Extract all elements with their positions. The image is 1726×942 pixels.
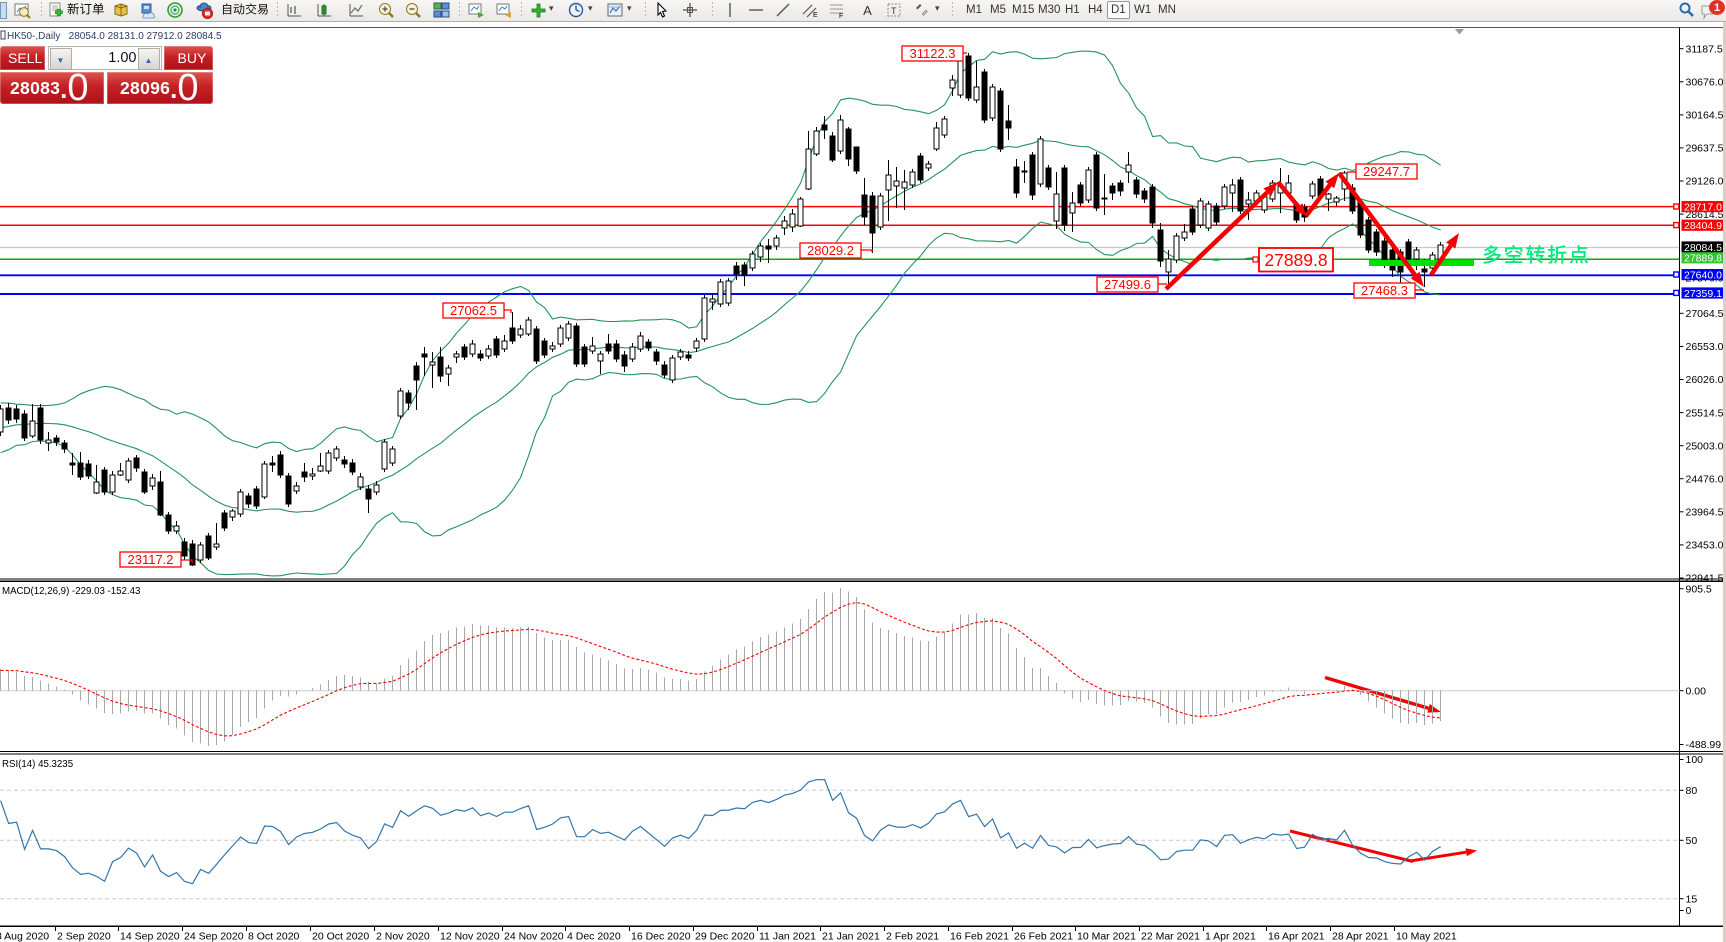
svg-text:28 Apr 2021: 28 Apr 2021 bbox=[1332, 931, 1389, 942]
svg-text:23453.0: 23453.0 bbox=[1686, 540, 1724, 552]
svg-text:E: E bbox=[813, 12, 818, 19]
svg-text:21 Jan 2021: 21 Jan 2021 bbox=[822, 931, 880, 942]
svg-text:10 May 2021: 10 May 2021 bbox=[1396, 931, 1457, 942]
svg-text:MACD(12,26,9) -229.03 -152.43: MACD(12,26,9) -229.03 -152.43 bbox=[2, 586, 140, 597]
svg-text:25514.5: 25514.5 bbox=[1686, 407, 1724, 419]
svg-text:22 Mar 2021: 22 Mar 2021 bbox=[1141, 931, 1200, 942]
svg-text:3 Aug 2020: 3 Aug 2020 bbox=[0, 931, 49, 942]
svg-text:100: 100 bbox=[1686, 754, 1704, 766]
svg-text:2 Sep 2020: 2 Sep 2020 bbox=[57, 931, 111, 942]
svg-text:30676.0: 30676.0 bbox=[1686, 77, 1724, 89]
svg-text:10 Mar 2021: 10 Mar 2021 bbox=[1077, 931, 1136, 942]
svg-text:28084.5: 28084.5 bbox=[1684, 242, 1722, 254]
svg-text:28717.0: 28717.0 bbox=[1684, 202, 1722, 214]
svg-text:50: 50 bbox=[1686, 835, 1698, 847]
svg-text:1 Apr 2021: 1 Apr 2021 bbox=[1205, 931, 1256, 942]
svg-text:31187.5: 31187.5 bbox=[1686, 43, 1723, 55]
svg-text:25003.0: 25003.0 bbox=[1686, 440, 1724, 452]
svg-text:RSI(14) 45.3235: RSI(14) 45.3235 bbox=[2, 759, 73, 770]
svg-text:24 Sep 2020: 24 Sep 2020 bbox=[184, 931, 244, 942]
svg-text:24 Nov 2020: 24 Nov 2020 bbox=[504, 931, 564, 942]
svg-text:27889.8: 27889.8 bbox=[1684, 253, 1722, 265]
svg-text:16 Apr 2021: 16 Apr 2021 bbox=[1268, 931, 1325, 942]
svg-text:22941.5: 22941.5 bbox=[1686, 573, 1724, 585]
svg-text:29126.0: 29126.0 bbox=[1686, 176, 1724, 188]
svg-text:F: F bbox=[839, 13, 843, 19]
svg-text:16 Dec 2020: 16 Dec 2020 bbox=[631, 931, 691, 942]
svg-text:29247.7: 29247.7 bbox=[1363, 164, 1410, 179]
svg-text:0.00: 0.00 bbox=[1686, 685, 1707, 697]
svg-text:26553.0: 26553.0 bbox=[1686, 341, 1724, 353]
svg-text:27640.0: 27640.0 bbox=[1684, 270, 1722, 282]
svg-text:20 Oct 2020: 20 Oct 2020 bbox=[312, 931, 369, 942]
svg-text:28404.9: 28404.9 bbox=[1684, 220, 1722, 232]
svg-text:0: 0 bbox=[1686, 905, 1692, 917]
svg-text:27468.3: 27468.3 bbox=[1361, 283, 1408, 298]
svg-text:8 Oct 2020: 8 Oct 2020 bbox=[248, 931, 300, 942]
svg-text:23117.2: 23117.2 bbox=[127, 552, 173, 567]
svg-text:11 Jan 2021: 11 Jan 2021 bbox=[759, 931, 816, 942]
svg-text:12 Nov 2020: 12 Nov 2020 bbox=[440, 931, 500, 942]
svg-text:27499.6: 27499.6 bbox=[1104, 277, 1151, 292]
svg-text:24476.0: 24476.0 bbox=[1686, 473, 1724, 485]
svg-text:27064.5: 27064.5 bbox=[1686, 308, 1724, 320]
svg-text:HK50-,Daily 28054.0 28131.0: HK50-,Daily 28054.0 28131.0 27912.0 2808… bbox=[7, 31, 222, 42]
svg-text:23964.5: 23964.5 bbox=[1686, 507, 1724, 519]
svg-text:-488.99: -488.99 bbox=[1686, 739, 1722, 751]
svg-text:2 Nov 2020: 2 Nov 2020 bbox=[376, 931, 430, 942]
svg-text:27062.5: 27062.5 bbox=[450, 303, 497, 318]
svg-text:905.5: 905.5 bbox=[1686, 583, 1712, 595]
svg-text:27359.1: 27359.1 bbox=[1684, 288, 1722, 300]
svg-text:29637.5: 29637.5 bbox=[1686, 143, 1724, 155]
svg-text:80: 80 bbox=[1686, 785, 1698, 797]
svg-text:T: T bbox=[891, 6, 897, 16]
svg-text:15: 15 bbox=[1686, 893, 1698, 905]
svg-text:31122.3: 31122.3 bbox=[909, 46, 955, 61]
svg-text:14 Sep 2020: 14 Sep 2020 bbox=[120, 931, 180, 942]
svg-text:4 Dec 2020: 4 Dec 2020 bbox=[567, 931, 621, 942]
svg-text:2 Feb 2021: 2 Feb 2021 bbox=[886, 931, 939, 942]
svg-text:27889.8: 27889.8 bbox=[1264, 250, 1327, 270]
svg-text:26 Feb 2021: 26 Feb 2021 bbox=[1014, 931, 1073, 942]
svg-text:28029.2: 28029.2 bbox=[807, 243, 854, 258]
svg-text:29 Dec 2020: 29 Dec 2020 bbox=[695, 931, 755, 942]
svg-text:26026.0: 26026.0 bbox=[1686, 374, 1724, 386]
svg-text:30164.5: 30164.5 bbox=[1686, 110, 1724, 122]
svg-text:16 Feb 2021: 16 Feb 2021 bbox=[950, 931, 1009, 942]
